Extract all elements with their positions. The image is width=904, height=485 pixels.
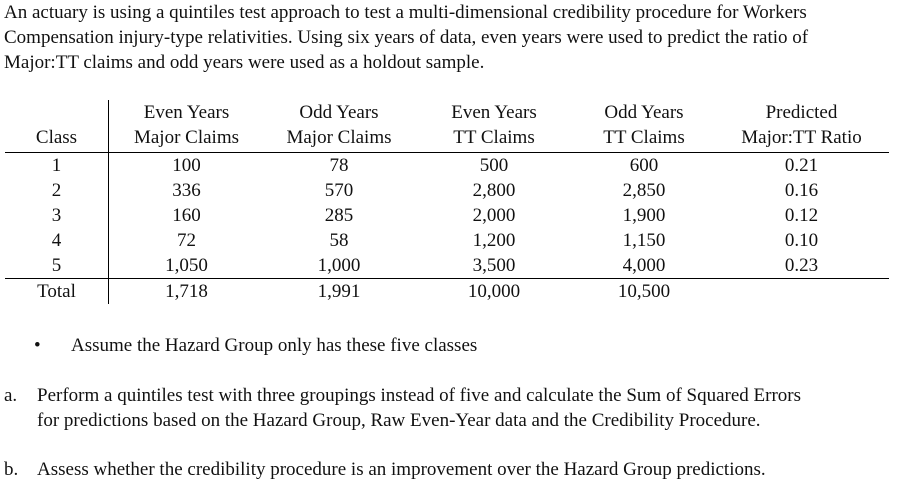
cell-even-tt: 3,500 [472,255,516,276]
table-total-row: Total 1,718 1,991 10,000 10,500 [5,278,889,304]
question-text: Assess whether the credibility procedure… [37,459,766,480]
cell-odd-tt: 2,850 [622,180,666,201]
cell-odd-tt: 600 [629,155,659,176]
question-a: a. Perform a quintiles test with three gr… [4,383,900,433]
cell-even-tt: 500 [479,155,509,176]
cell-total-odd-tt: 10,500 [574,278,714,304]
table-row: 5 1,050 1,000 3,500 4,000 0.23 [5,253,889,279]
cell-total-odd-major: 1,991 [264,278,414,304]
cell-predicted-ratio: 0.21 [784,155,819,176]
cell-predicted-ratio: 0.12 [784,205,819,226]
cell-even-major: 100 [172,155,201,176]
cell-even-tt: 2,800 [472,180,516,201]
cell-total-even-major: 1,718 [108,278,264,304]
cell-predicted-ratio: 0.23 [784,255,819,276]
header-predicted-ratio: Predicted Major:TT Ratio [714,100,889,153]
table-row: 1 100 78 500 600 0.21 [5,152,889,178]
question-b: b. Assess whether the credibility procedu… [4,457,900,482]
bullet-text: Assume the Hazard Group only has these f… [71,335,478,356]
question-text: Perform a quintiles test with three grou… [37,385,802,431]
cell-odd-tt: 1,900 [622,205,666,226]
header-odd-major: Odd Years Major Claims [264,100,414,153]
cell-class: 3 [5,203,109,228]
question-label: a. [4,385,18,406]
table-header-row: Class Even Years Major Claims Odd Years … [5,100,889,153]
cell-predicted-ratio: 0.16 [784,180,819,201]
cell-even-tt: 1,200 [472,230,516,251]
cell-even-major: 336 [172,180,201,201]
cell-total-even-tt: 10,000 [414,278,574,304]
cell-even-major: 160 [172,205,201,226]
header-even-major: Even Years Major Claims [108,100,264,153]
claims-table: Class Even Years Major Claims Odd Years … [5,100,889,304]
cell-odd-tt: 4,000 [622,255,666,276]
cell-odd-tt: 1,150 [622,230,666,251]
cell-odd-major: 1,000 [317,255,361,276]
cell-even-tt: 2,000 [472,205,516,226]
cell-predicted-ratio: 0.10 [784,230,819,251]
cell-odd-major: 78 [329,155,349,176]
table-row: 3 160 285 2,000 1,900 0.12 [5,203,889,228]
header-class: Class [5,100,109,153]
cell-even-major: 1,050 [165,255,208,276]
cell-class: 1 [5,152,109,178]
cell-odd-major: 570 [324,180,354,201]
intro-line: Compensation injury-type relativities. U… [4,27,809,48]
assumption-bullet: • Assume the Hazard Group only has these … [34,333,477,358]
cell-total-label: Total [5,278,109,304]
intro-paragraph: An actuary is using a quintiles test app… [4,0,900,75]
intro-line: Major:TT claims and odd years were used … [4,52,485,73]
table-row: 2 336 570 2,800 2,850 0.16 [5,178,889,203]
header-even-tt: Even Years TT Claims [414,100,574,153]
cell-total-predicted-ratio [714,278,889,304]
cell-class: 2 [5,178,109,203]
cell-odd-major: 285 [324,205,354,226]
intro-line: An actuary is using a quintiles test app… [4,2,807,23]
bullet-icon: • [34,335,41,356]
header-odd-tt: Odd Years TT Claims [574,100,714,153]
cell-class: 4 [5,228,109,253]
table-row: 4 72 58 1,200 1,150 0.10 [5,228,889,253]
cell-odd-major: 58 [329,230,349,251]
cell-even-major: 72 [177,230,196,251]
cell-class: 5 [5,253,109,279]
question-label: b. [4,459,19,480]
